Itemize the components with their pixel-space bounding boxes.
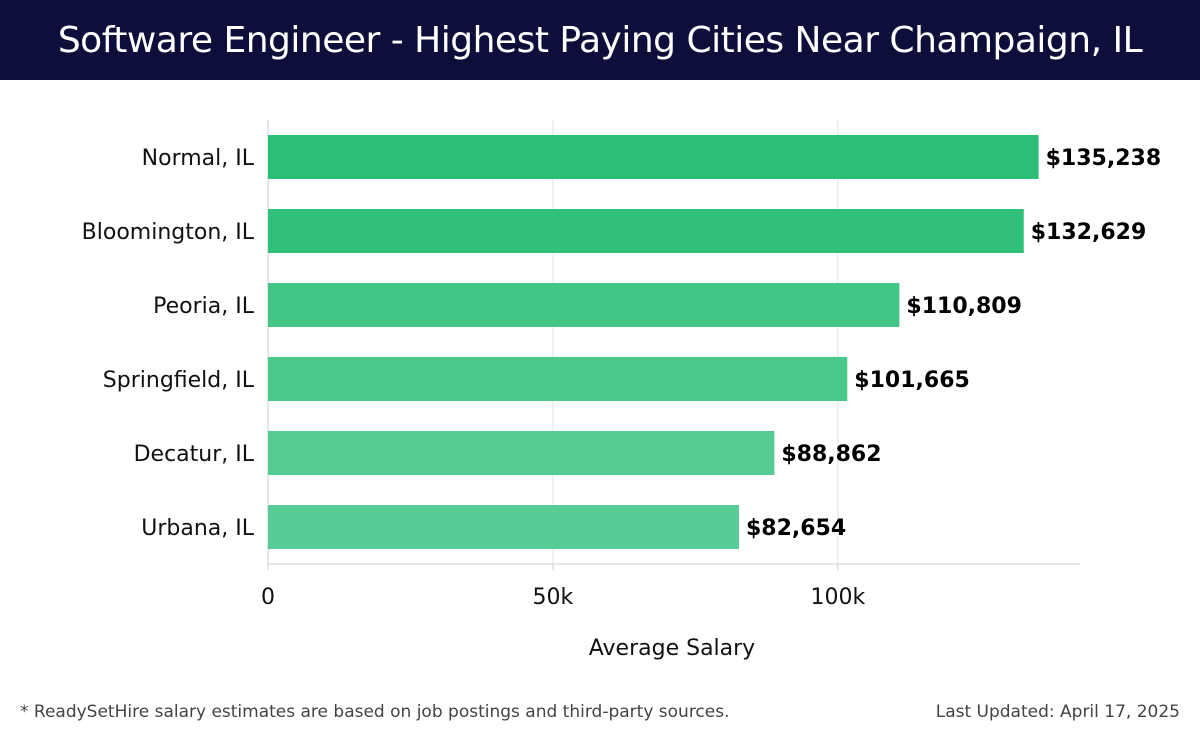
value-label: $132,629 bbox=[1031, 220, 1147, 245]
title-bar: Software Engineer - Highest Paying Citie… bbox=[0, 0, 1200, 80]
bar bbox=[268, 357, 848, 401]
last-updated: Last Updated: April 17, 2025 bbox=[935, 702, 1180, 722]
value-label: $82,654 bbox=[746, 516, 846, 541]
chart-title: Software Engineer - Highest Paying Citie… bbox=[57, 19, 1143, 61]
footnote: * ReadySetHire salary estimates are base… bbox=[20, 702, 730, 722]
value-label: $101,665 bbox=[854, 368, 970, 393]
category-label: Peoria, IL bbox=[153, 294, 255, 319]
x-tick-label: 50k bbox=[533, 585, 574, 610]
bar bbox=[268, 135, 1039, 179]
category-label: Bloomington, IL bbox=[82, 220, 255, 245]
grid-lines bbox=[552, 120, 839, 564]
x-tick-label: 0 bbox=[261, 585, 275, 610]
value-label: $110,809 bbox=[906, 294, 1022, 319]
bar bbox=[268, 431, 775, 475]
value-label: $88,862 bbox=[781, 442, 881, 467]
bar bbox=[268, 283, 900, 327]
x-tick-labels: 0 50k 100k bbox=[261, 564, 865, 610]
bars: Normal, IL $135,238 Bloomington, IL $132,62… bbox=[82, 135, 1161, 549]
x-axis-title: Average Salary bbox=[589, 636, 755, 661]
value-label: $135,238 bbox=[1046, 146, 1162, 171]
bar bbox=[268, 209, 1024, 253]
category-label: Normal, IL bbox=[142, 146, 255, 171]
category-label: Urbana, IL bbox=[141, 516, 254, 541]
x-tick-label: 100k bbox=[810, 585, 865, 610]
category-label: Springfield, IL bbox=[103, 368, 255, 393]
bar bbox=[268, 505, 739, 549]
category-label: Decatur, IL bbox=[134, 442, 255, 467]
bar-chart: Normal, IL $135,238 Bloomington, IL $132,62… bbox=[82, 120, 1161, 661]
